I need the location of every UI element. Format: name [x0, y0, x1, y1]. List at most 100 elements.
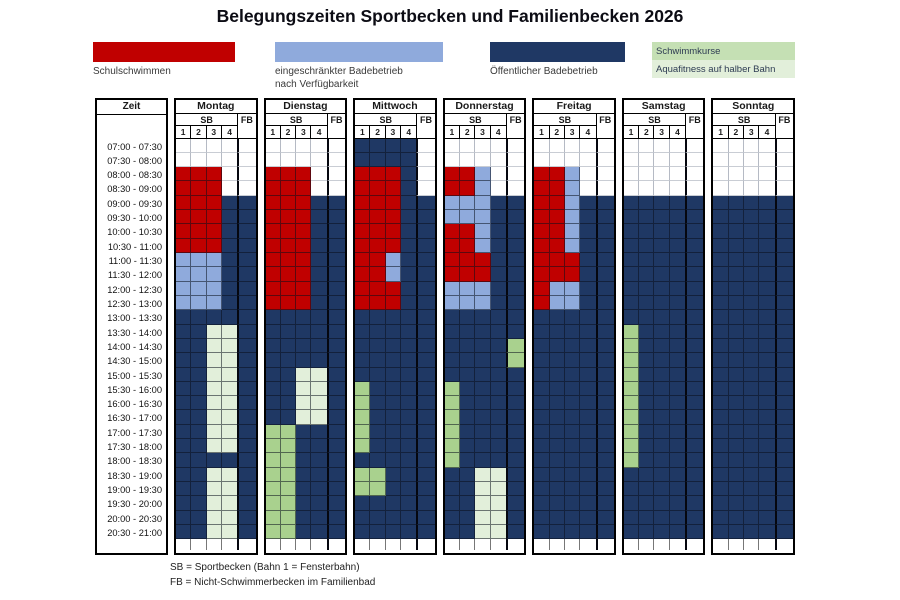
schedule-cell: [460, 453, 476, 468]
schedule-cell: [623, 496, 640, 511]
lane-number: 1: [624, 125, 640, 138]
schedule-cell: [385, 524, 402, 540]
schedule-cell: [580, 482, 596, 497]
schedule-cell: [623, 267, 640, 282]
schedule-cell: [774, 324, 794, 339]
schedule-cell: [191, 238, 207, 253]
schedule-cell: [206, 367, 222, 382]
schedule-cell: [296, 453, 312, 468]
schedule-cell: [549, 396, 565, 411]
schedule-cell: [595, 524, 614, 540]
schedule-cell: [475, 381, 491, 397]
schedule-cell: [669, 496, 686, 511]
schedule-cell: [385, 224, 402, 239]
schedule-cell: [549, 224, 565, 239]
schedule-cell: [176, 224, 192, 239]
schedule-cell: [311, 410, 327, 425]
schedule-cell: [280, 152, 297, 168]
schedule-cell: [370, 138, 386, 153]
schedule-cell: [311, 353, 327, 368]
schedule-cell: [623, 424, 640, 440]
schedule-cell: [191, 310, 207, 325]
schedule-cell: [326, 396, 346, 411]
schedule-cell: [595, 396, 614, 411]
schedule-cell: [191, 295, 207, 311]
schedule-cell: [206, 210, 222, 225]
schedule-cell: [759, 138, 775, 153]
schedule-cell: [490, 381, 506, 397]
schedule-cell: [191, 396, 207, 411]
schedule-cell: [176, 524, 192, 540]
schedule-cell: [311, 310, 327, 325]
schedule-cell: [221, 138, 238, 153]
schedule-cell: [401, 138, 417, 153]
schedule-cell: [639, 510, 655, 525]
lane-number: 1: [713, 125, 729, 138]
schedule-cell: [296, 238, 312, 253]
schedule-cell: [713, 439, 729, 454]
schedule-cell: [401, 324, 417, 339]
schedule-cell: [623, 453, 640, 468]
schedule-cell: [475, 167, 491, 182]
schedule-cell: [759, 439, 775, 454]
lane-number: 3: [654, 125, 670, 138]
schedule-cell: [444, 152, 461, 168]
time-slot-label: 09:00 - 09:30: [107, 198, 162, 209]
schedule-cell: [623, 152, 640, 168]
schedule-cell: [713, 353, 729, 368]
schedule-cell: [370, 295, 386, 311]
schedule-cell: [311, 281, 327, 296]
schedule-cell: [595, 510, 614, 525]
schedule-cell: [595, 267, 614, 282]
schedule-cell: [444, 510, 461, 525]
schedule-cell: [311, 439, 327, 454]
schedule-cell: [669, 381, 686, 397]
schedule-cell: [564, 439, 581, 454]
schedule-cell: [534, 410, 550, 425]
schedule-cell: [280, 396, 297, 411]
schedule-cell: [326, 482, 346, 497]
schedule-cell: [580, 510, 596, 525]
schedule-cell: [460, 167, 476, 182]
schedule-cell: [669, 138, 686, 153]
schedule-cell: [326, 195, 346, 211]
schedule-cell: [639, 439, 655, 454]
schedule-cell: [728, 210, 745, 225]
lane-number: 3: [296, 125, 312, 138]
schedule-cell: [595, 238, 614, 253]
schedule-cell: [206, 453, 222, 468]
schedule-cell: [564, 152, 581, 168]
zeit-header: Zeit: [97, 100, 166, 115]
schedule-cell: [176, 396, 192, 411]
schedule-cell: [444, 210, 461, 225]
schedule-cell: [416, 210, 435, 225]
schedule-cell: [774, 253, 794, 268]
schedule-cell: [564, 338, 581, 354]
schedule-cell: [355, 295, 371, 311]
schedule-cell: [595, 181, 614, 196]
schedule-cell: [355, 224, 371, 239]
schedule-cell: [326, 281, 346, 296]
schedule-cell: [280, 181, 297, 196]
schedule-cell: [296, 482, 312, 497]
schedule-cell: [265, 396, 281, 411]
schedule-cell: [326, 367, 346, 382]
schedule-cell: [444, 453, 461, 468]
schedule-cell: [505, 367, 525, 382]
schedule-cell: [713, 367, 729, 382]
schedule-cell: [280, 253, 297, 268]
schedule-cell: [280, 238, 297, 253]
schedule-cell: [296, 367, 312, 382]
schedule-cell: [774, 210, 794, 225]
schedule-cell: [654, 410, 670, 425]
schedule-cell: [623, 524, 640, 540]
schedule-cell: [595, 195, 614, 211]
schedule-cell: [176, 453, 192, 468]
schedule-cell: [311, 181, 327, 196]
schedule-cell: [206, 396, 222, 411]
schedule-cell: [355, 267, 371, 282]
schedule-cell: [505, 295, 525, 311]
schedule-cell: [669, 238, 686, 253]
schedule-cell: [416, 295, 435, 311]
